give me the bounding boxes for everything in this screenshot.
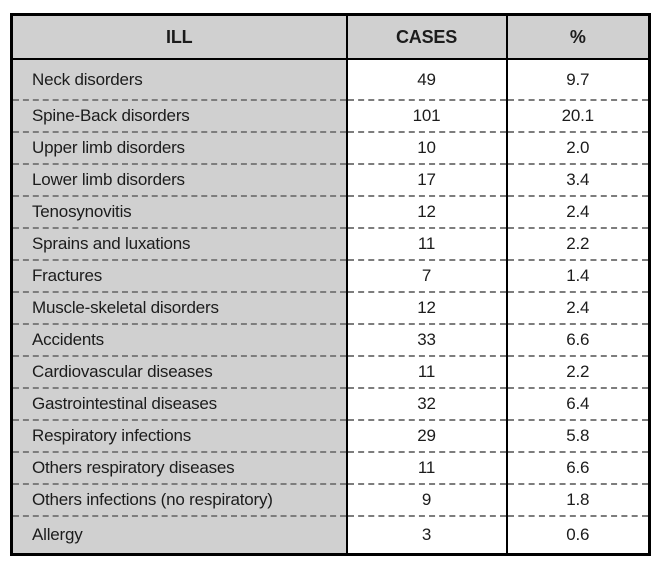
ill-cases-table: ILL CASES % Neck disorders 49 9.7 Spine-… [10,13,651,556]
ill-cell: Cardiovascular diseases [11,355,347,388]
cases-cell: 7 [345,259,507,292]
cases-cell: 49 [345,59,507,100]
ill-cell: Muscle-skeletal disorders [11,291,347,324]
cases-cell: 101 [345,99,507,132]
percent-cell: 9.7 [505,59,650,100]
percent-cell: 6.6 [505,323,650,356]
percent-cell: 2.2 [505,355,650,388]
table-header: ILL CASES % [11,14,650,60]
percent-cell: 20.1 [505,99,650,132]
percent-cell: 0.6 [505,515,650,554]
percent-cell: 3.4 [505,163,650,196]
ill-cell: Allergy [11,515,347,554]
percent-cell: 2.0 [505,131,650,164]
percent-cell: 5.8 [505,419,650,452]
cases-cell: 11 [345,355,507,388]
percent-cell: 6.4 [505,387,650,420]
table-row: Gastrointestinal diseases 32 6.4 [11,387,650,420]
column-header-percent: % [505,14,650,60]
table-row: Others infections (no respiratory) 9 1.8 [11,483,650,516]
cases-cell: 9 [345,483,507,516]
ill-cell: Lower limb disorders [11,163,347,196]
table-row: Lower limb disorders 17 3.4 [11,163,650,196]
column-header-cases: CASES [345,14,507,60]
ill-cell: Spine-Back disorders [11,99,347,132]
percent-cell: 1.4 [505,259,650,292]
percent-cell: 1.8 [505,483,650,516]
ill-cell: Gastrointestinal diseases [11,387,347,420]
percent-cell: 6.6 [505,451,650,484]
percent-cell: 2.2 [505,227,650,260]
ill-cell: Others respiratory diseases [11,451,347,484]
ill-cell: Accidents [11,323,347,356]
ill-cell: Tenosynovitis [11,195,347,228]
ill-cell: Respiratory infections [11,419,347,452]
header-row: ILL CASES % [11,14,650,60]
table-row: Tenosynovitis 12 2.4 [11,195,650,228]
table-row: Respiratory infections 29 5.8 [11,419,650,452]
ill-cell: Sprains and luxations [11,227,347,260]
percent-cell: 2.4 [505,291,650,324]
ill-cell: Fractures [11,259,347,292]
cases-cell: 11 [345,451,507,484]
column-header-ill: ILL [11,14,347,60]
table-row: Others respiratory diseases 11 6.6 [11,451,650,484]
ill-cell: Upper limb disorders [11,131,347,164]
cases-cell: 12 [345,195,507,228]
cases-cell: 32 [345,387,507,420]
table-row: Cardiovascular diseases 11 2.2 [11,355,650,388]
table-row: Muscle-skeletal disorders 12 2.4 [11,291,650,324]
table-row: Accidents 33 6.6 [11,323,650,356]
table-row: Spine-Back disorders 101 20.1 [11,99,650,132]
cases-cell: 11 [345,227,507,260]
cases-cell: 29 [345,419,507,452]
cases-cell: 10 [345,131,507,164]
ill-cell: Neck disorders [11,59,347,100]
cases-cell: 33 [345,323,507,356]
table-row: Sprains and luxations 11 2.2 [11,227,650,260]
cases-cell: 17 [345,163,507,196]
percent-cell: 2.4 [505,195,650,228]
table-body: Neck disorders 49 9.7 Spine-Back disorde… [11,59,650,554]
table-row: Neck disorders 49 9.7 [11,59,650,100]
table-row: Upper limb disorders 10 2.0 [11,131,650,164]
ill-cell: Others infections (no respiratory) [11,483,347,516]
table-row: Allergy 3 0.6 [11,515,650,554]
table-row: Fractures 7 1.4 [11,259,650,292]
cases-cell: 3 [345,515,507,554]
cases-cell: 12 [345,291,507,324]
